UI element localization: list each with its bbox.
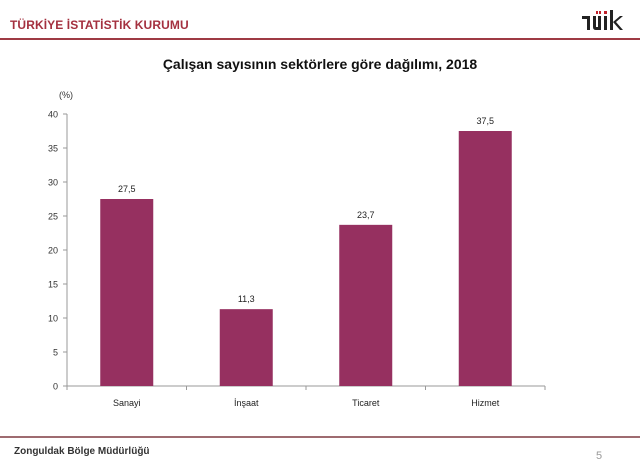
bar-hizmet — [458, 131, 512, 386]
x-tick-label: İnşaat — [234, 398, 259, 408]
footer-divider — [0, 436, 640, 438]
y-axis-label: (%) — [59, 90, 73, 100]
logo-icon — [582, 10, 623, 30]
bar-sanayi — [100, 199, 154, 386]
bar-ticaret — [339, 224, 393, 386]
y-tick-label: 20 — [48, 246, 58, 256]
x-tick-label: Ticaret — [352, 398, 380, 408]
y-tick-label: 40 — [48, 110, 58, 120]
y-tick-label: 0 — [53, 382, 58, 392]
y-tick-label: 35 — [48, 144, 58, 154]
footer-office: Zonguldak Bölge Müdürlüğü — [14, 446, 150, 457]
page-number: 5 — [596, 450, 603, 462]
y-tick-label: 5 — [53, 348, 58, 358]
y-tick-label: 10 — [48, 314, 58, 324]
chart-title: Çalışan sayısının sektörlere göre dağılı… — [162, 56, 478, 72]
y-tick-label: 30 — [48, 178, 58, 188]
x-tick-label: Hizmet — [471, 398, 500, 408]
data-label: 37,5 — [476, 116, 494, 126]
data-label: 27,5 — [118, 184, 136, 194]
y-tick-label: 25 — [48, 212, 58, 222]
data-label: 11,3 — [238, 294, 255, 304]
data-label: 23,7 — [357, 210, 375, 220]
tuik-logo — [582, 10, 623, 30]
y-tick-label: 15 — [48, 280, 58, 290]
header-divider — [0, 38, 640, 40]
organization-title: TÜRKİYE İSTATİSTİK KURUMU — [10, 18, 189, 32]
x-tick-label: Sanayi — [113, 398, 141, 408]
bar-i̇nşaat — [219, 309, 273, 386]
